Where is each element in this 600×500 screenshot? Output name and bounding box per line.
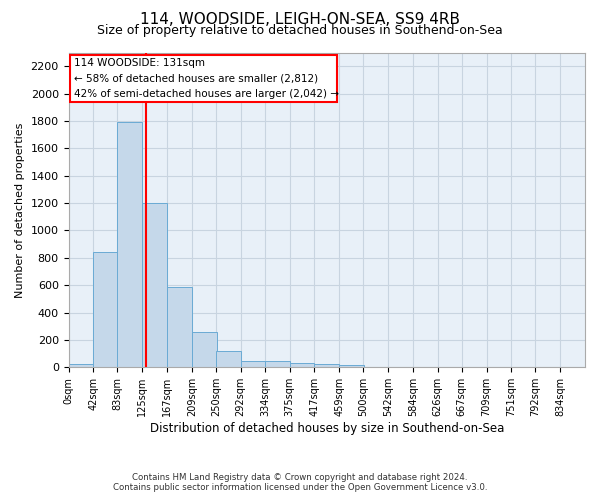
FancyBboxPatch shape xyxy=(70,55,337,102)
Bar xyxy=(339,366,364,368)
Bar xyxy=(290,363,314,368)
Bar xyxy=(216,351,241,368)
Text: 114 WOODSIDE: 131sqm
← 58% of detached houses are smaller (2,812)
42% of semi-de: 114 WOODSIDE: 131sqm ← 58% of detached h… xyxy=(74,58,340,99)
Bar xyxy=(192,332,217,368)
X-axis label: Distribution of detached houses by size in Southend-on-Sea: Distribution of detached houses by size … xyxy=(149,422,504,435)
Bar xyxy=(68,364,93,368)
Bar xyxy=(314,364,339,368)
Bar xyxy=(167,286,192,368)
Bar xyxy=(142,203,167,368)
Bar xyxy=(241,361,265,368)
Text: Contains HM Land Registry data © Crown copyright and database right 2024.
Contai: Contains HM Land Registry data © Crown c… xyxy=(113,473,487,492)
Y-axis label: Number of detached properties: Number of detached properties xyxy=(15,122,25,298)
Bar xyxy=(93,252,118,368)
Text: Size of property relative to detached houses in Southend-on-Sea: Size of property relative to detached ho… xyxy=(97,24,503,37)
Bar xyxy=(118,122,142,368)
Text: 114, WOODSIDE, LEIGH-ON-SEA, SS9 4RB: 114, WOODSIDE, LEIGH-ON-SEA, SS9 4RB xyxy=(140,12,460,28)
Bar xyxy=(265,361,290,368)
